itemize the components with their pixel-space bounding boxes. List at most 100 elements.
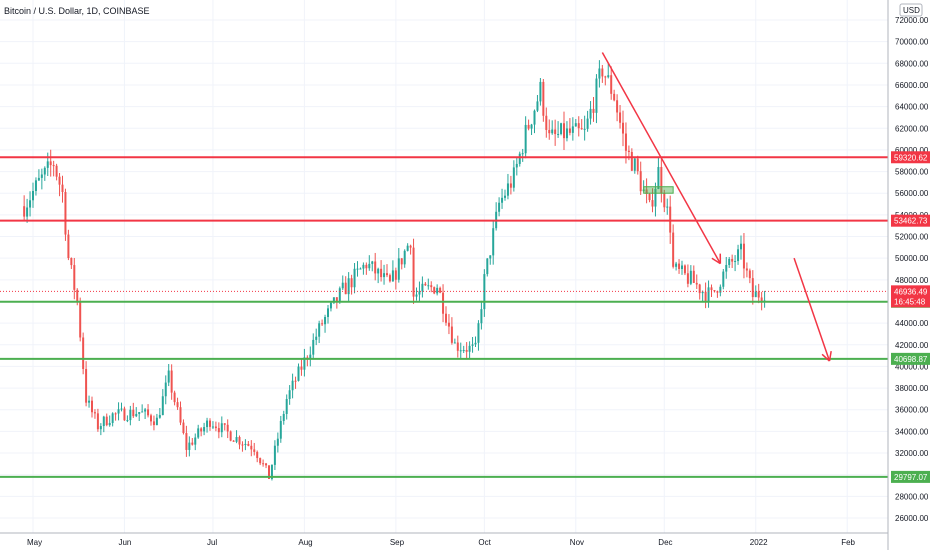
candle	[515, 156, 518, 176]
level-price-tag	[891, 352, 930, 365]
candle	[672, 224, 675, 269]
candle	[545, 107, 548, 138]
candle	[332, 297, 335, 305]
candle	[259, 457, 262, 466]
candle	[710, 284, 713, 297]
candle	[740, 235, 742, 260]
candle	[117, 402, 120, 421]
candle	[383, 264, 386, 285]
candle	[132, 402, 135, 418]
level-price-label: 53462.73	[894, 217, 928, 226]
candle	[152, 415, 155, 431]
candle	[506, 173, 509, 200]
candle	[111, 412, 114, 427]
candle	[335, 297, 338, 309]
candle	[592, 96, 595, 122]
candle	[179, 401, 182, 426]
candle	[359, 267, 362, 270]
candle	[686, 264, 689, 288]
candle	[406, 243, 409, 252]
candle	[412, 238, 415, 304]
candle	[391, 260, 394, 282]
candle	[173, 390, 176, 406]
trend-arrow[interactable]	[601, 52, 722, 265]
candle	[262, 459, 265, 467]
candle	[737, 244, 740, 265]
candle	[226, 419, 229, 439]
price-tags: 59320.6253462.7345975.2940698.8729797.07…	[891, 151, 930, 483]
candle	[306, 355, 309, 367]
price-axis[interactable]: 26000.0028000.0030000.0032000.0034000.00…	[895, 16, 929, 523]
candle	[185, 425, 188, 457]
candle	[757, 283, 760, 304]
candle	[37, 169, 40, 182]
level-price-label: 59320.62	[894, 153, 928, 162]
candle	[742, 233, 745, 279]
plot-area[interactable]	[23, 60, 766, 481]
candle	[356, 261, 359, 277]
candle	[67, 229, 70, 261]
candle	[748, 268, 751, 284]
candle	[138, 412, 141, 422]
candle	[459, 342, 462, 359]
candle	[329, 301, 332, 312]
y-tick-label: 68000.00	[895, 59, 929, 68]
candle	[695, 274, 698, 289]
candle	[707, 280, 710, 308]
candle	[40, 168, 43, 190]
y-tick-label: 34000.00	[895, 427, 929, 436]
candle	[654, 182, 657, 217]
candle	[701, 290, 704, 302]
candle	[524, 116, 527, 159]
x-tick-label: Feb	[841, 538, 855, 547]
candle	[365, 262, 368, 275]
candle	[347, 272, 350, 302]
x-tick-label: Sep	[390, 538, 405, 547]
candle	[442, 284, 445, 323]
candle	[471, 336, 474, 353]
y-tick-label: 52000.00	[895, 233, 929, 242]
candle	[509, 175, 512, 195]
currency-box[interactable]	[899, 3, 923, 17]
current-price-label: 46936.49	[894, 287, 928, 296]
candle	[424, 282, 427, 286]
candle	[362, 262, 365, 275]
highlight-box[interactable]	[643, 186, 674, 194]
time-axis[interactable]: May Jun Jul Aug Sep Oct Nov Dec 2022 Feb	[27, 538, 856, 547]
y-tick-label: 38000.00	[895, 384, 929, 393]
candle	[447, 314, 450, 335]
candle	[533, 109, 536, 134]
candle	[450, 317, 453, 345]
candle	[763, 290, 766, 308]
candle	[88, 395, 91, 408]
candle	[303, 348, 306, 377]
candle	[630, 148, 633, 172]
candle	[273, 440, 276, 470]
candle	[521, 148, 524, 162]
candle	[666, 198, 669, 215]
candle	[622, 110, 624, 147]
candle	[731, 254, 734, 268]
candle	[93, 409, 96, 419]
candle	[512, 160, 515, 192]
candle	[563, 111, 565, 151]
candle	[719, 284, 722, 297]
candle	[327, 305, 329, 324]
y-tick-label: 62000.00	[895, 124, 929, 133]
candle	[150, 413, 152, 426]
candle	[604, 75, 607, 86]
candle	[61, 175, 64, 203]
candle	[530, 123, 533, 136]
candle	[477, 320, 480, 351]
x-tick-label: May	[27, 538, 42, 547]
y-tick-label: 32000.00	[895, 449, 929, 458]
forecast-arrow[interactable]	[793, 257, 832, 362]
candle	[418, 281, 421, 303]
candle	[73, 257, 76, 300]
candle	[318, 320, 321, 344]
candle	[250, 440, 253, 457]
candle	[681, 260, 683, 275]
candle	[353, 262, 356, 294]
x-tick-label: 2022	[750, 538, 768, 547]
